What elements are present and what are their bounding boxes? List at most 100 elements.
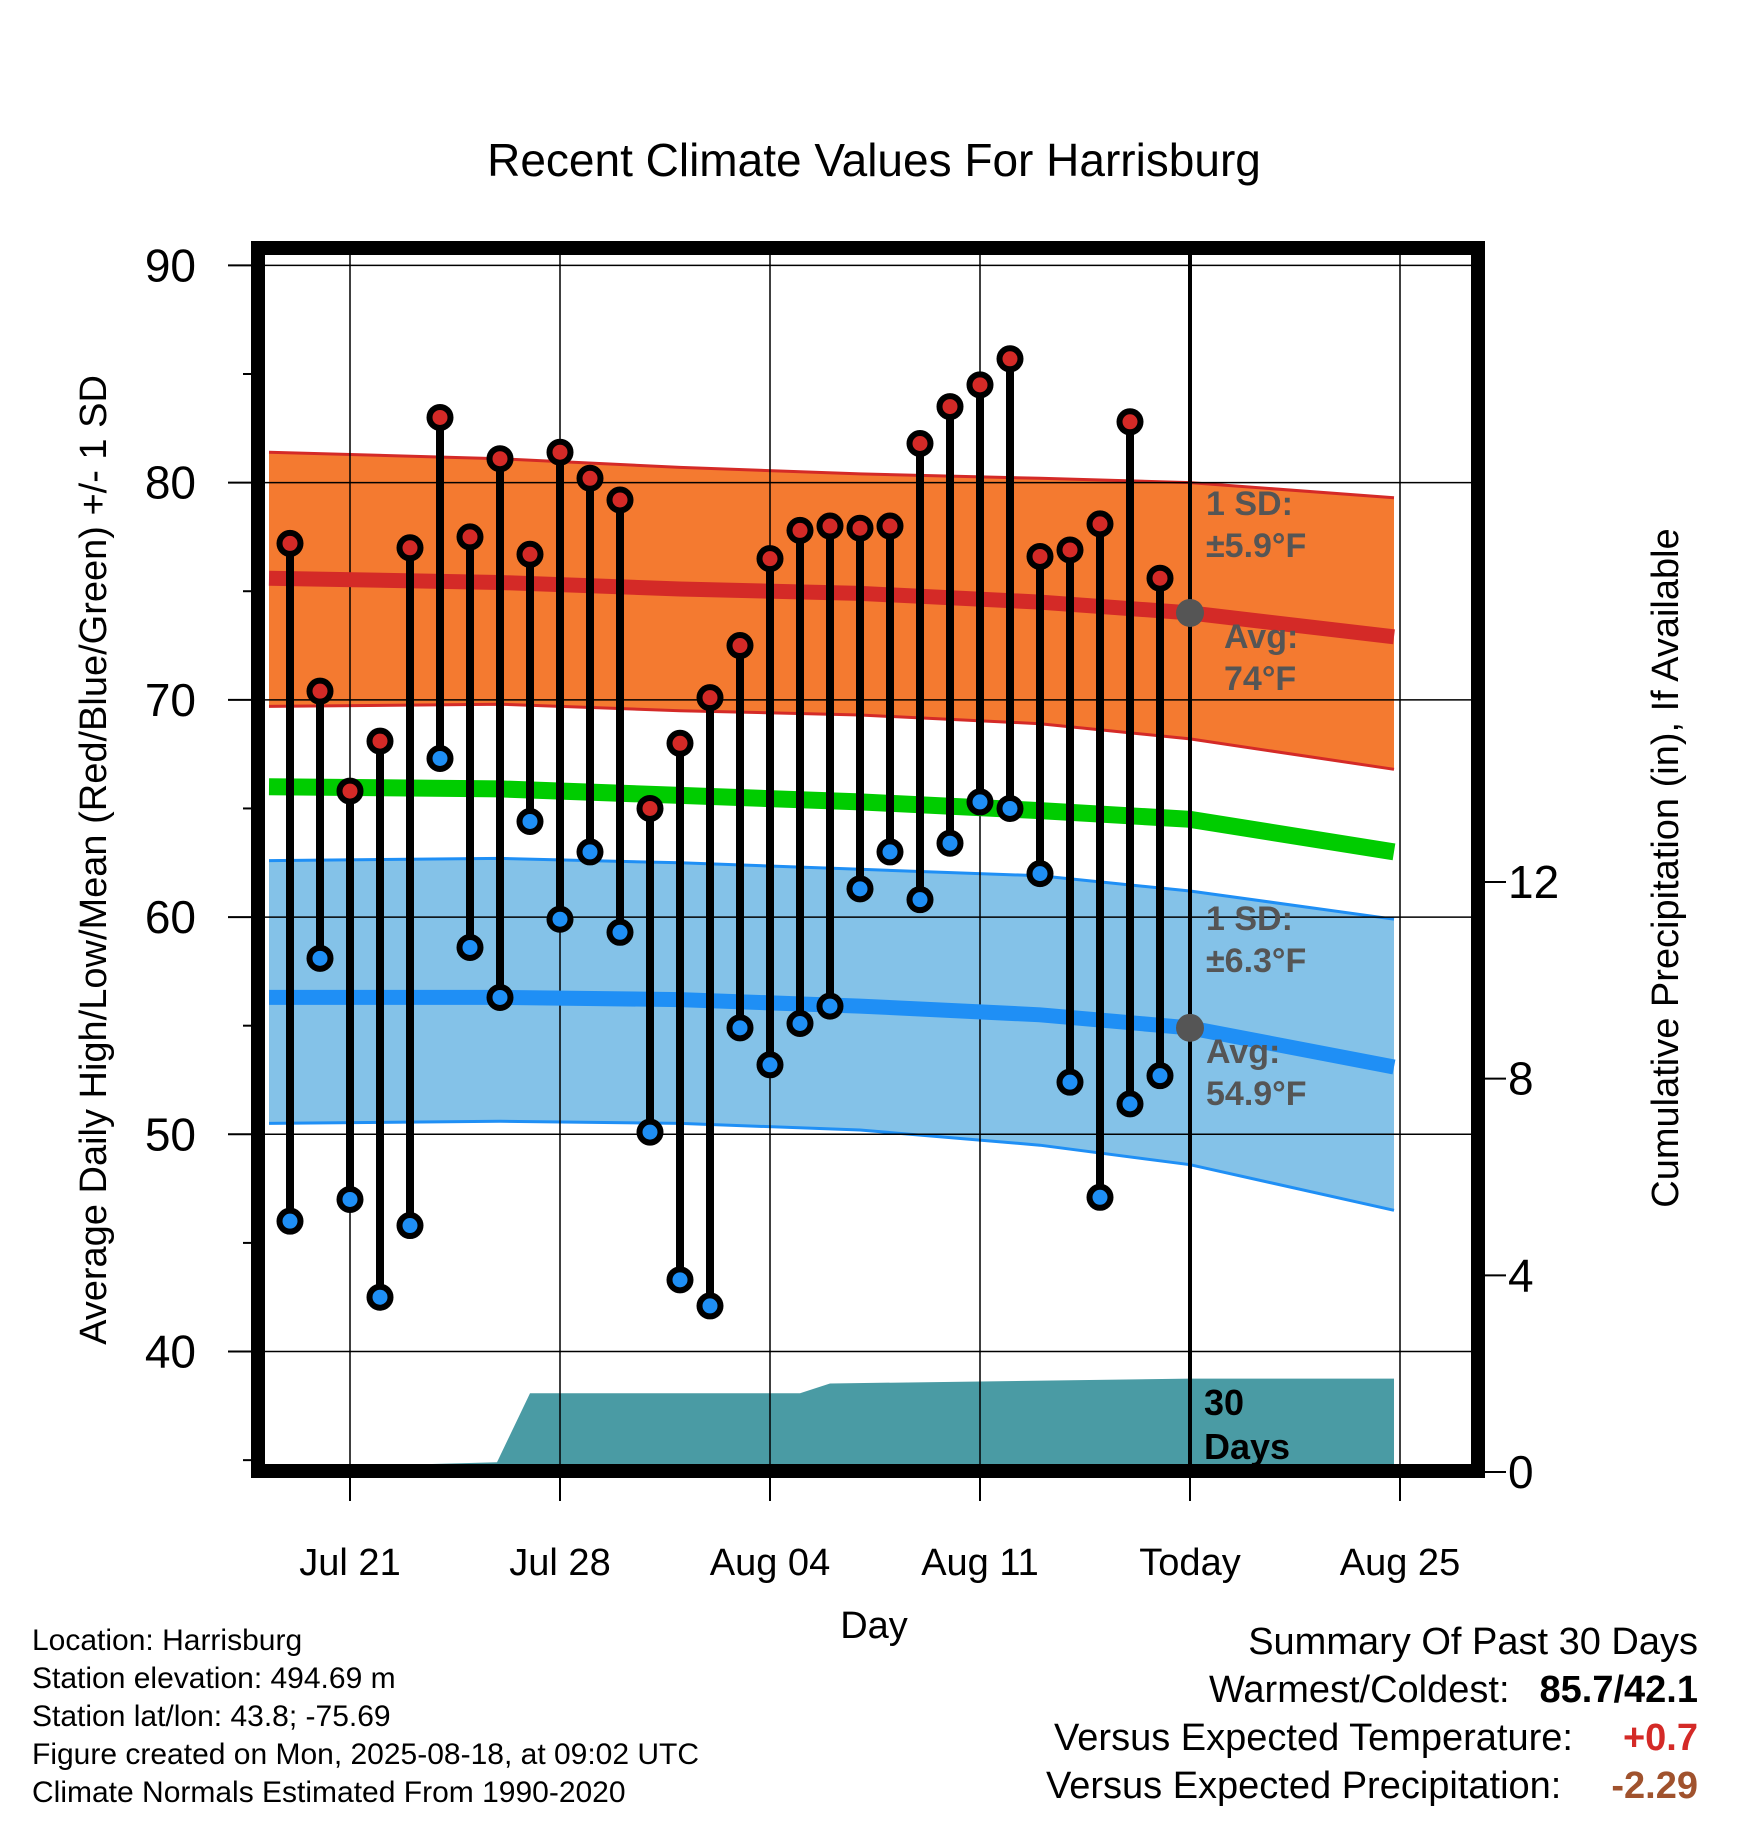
- elevation-text: Station elevation: 494.69 m: [32, 1662, 396, 1695]
- precip-label: Versus Expected Precipitation:: [1045, 1765, 1562, 1807]
- y2-axis-label: Cumulative Precipitation (in), If Availa…: [1645, 528, 1687, 1207]
- daily-high-point: [426, 403, 454, 431]
- chart-title: Recent Climate Values For Harrisburg: [487, 134, 1261, 186]
- today-high-normal-marker: [1176, 598, 1204, 627]
- daily-low-point: [1086, 1183, 1114, 1211]
- annotation-value: 74°F: [1224, 660, 1296, 698]
- daily-high-point: [966, 371, 994, 399]
- x-tick-label: Today: [1139, 1542, 1240, 1584]
- daily-high-point: [606, 486, 634, 514]
- daily-high-point: [336, 777, 364, 805]
- daily-high-point: [456, 523, 484, 551]
- daily-low-point: [366, 1283, 394, 1311]
- annotation-value: 54.9°F: [1206, 1075, 1307, 1113]
- daily-high-point: [756, 545, 784, 573]
- y2-tick-label: 8: [1508, 1053, 1534, 1105]
- daily-high-point: [876, 512, 904, 540]
- daily-low-point: [516, 807, 544, 835]
- daily-low-point: [606, 918, 634, 946]
- daily-high-point: [366, 727, 394, 755]
- y-tick-label: 90: [145, 239, 196, 291]
- summary-precip: Versus Expected Precipitation: -2.29: [1046, 1762, 1698, 1810]
- temp-value: +0.7: [1622, 1717, 1698, 1759]
- y2-tick-label: 0: [1508, 1446, 1534, 1498]
- summary-panel: Summary Of Past 30 Days Warmest/Coldest:…: [1046, 1618, 1698, 1810]
- daily-low-point: [996, 794, 1024, 822]
- daily-high-point: [276, 529, 304, 557]
- y-tick-label: 50: [145, 1108, 196, 1160]
- latlon-text: Station lat/lon: 43.8; -75.69: [32, 1700, 391, 1733]
- annotation-value: ±5.9°F: [1206, 527, 1306, 565]
- daily-high-point: [1026, 542, 1054, 570]
- warm-cold-label: Warmest/Coldest:: [1208, 1669, 1510, 1711]
- daily-low-point: [786, 1010, 814, 1038]
- daily-high-point: [696, 684, 724, 712]
- daily-high-point: [396, 534, 424, 562]
- y2-tick-label: 4: [1508, 1249, 1534, 1301]
- summary-warm-cold: Warmest/Coldest: 85.7/42.1: [1046, 1666, 1698, 1714]
- daily-low-point: [876, 838, 904, 866]
- daily-low-point: [396, 1212, 424, 1240]
- precip-value: -2.29: [1611, 1765, 1698, 1807]
- daily-high-point: [906, 430, 934, 458]
- summary-title: Summary Of Past 30 Days: [1248, 1621, 1698, 1663]
- daily-high-point: [666, 729, 694, 757]
- daily-low-point: [546, 905, 574, 933]
- daily-high-point: [1146, 564, 1174, 592]
- daily-high-point: [486, 445, 514, 473]
- created-text: Figure created on Mon, 2025-08-18, at 09…: [32, 1738, 700, 1771]
- daily-low-point: [696, 1292, 724, 1320]
- x-axis-label: Day: [840, 1605, 908, 1647]
- daily-low-point: [666, 1266, 694, 1294]
- x-tick-label: Jul 28: [509, 1542, 610, 1584]
- precip-area: [279, 1378, 1394, 1471]
- y-tick-label: 60: [145, 891, 196, 943]
- y-tick-label: 40: [145, 1326, 196, 1378]
- daily-high-point: [936, 393, 964, 421]
- daily-low-point: [576, 838, 604, 866]
- daily-high-point: [576, 464, 604, 492]
- daily-low-point: [1056, 1068, 1084, 1096]
- daily-high-point: [636, 794, 664, 822]
- annotation-label: Avg:: [1206, 1033, 1280, 1071]
- annotation-label: 1 SD:: [1206, 485, 1293, 523]
- summary-temp: Versus Expected Temperature: +0.7: [1046, 1714, 1698, 1762]
- daily-high-point: [546, 438, 574, 466]
- y-tick-label: 70: [145, 674, 196, 726]
- daily-high-point: [996, 345, 1024, 373]
- low-sd-band: [269, 858, 1394, 1211]
- daily-low-point: [306, 944, 334, 972]
- daily-low-point: [1026, 860, 1054, 888]
- y2-tick-label: 12: [1508, 856, 1559, 908]
- daily-high-point: [1056, 536, 1084, 564]
- daily-low-point: [906, 886, 934, 914]
- daily-low-point: [726, 1014, 754, 1042]
- daily-low-point: [936, 829, 964, 857]
- daily-low-point: [966, 788, 994, 816]
- y-axis-label: Average Daily High/Low/Mean (Red/Blue/Gr…: [73, 375, 115, 1345]
- x-tick-label: Aug 04: [710, 1542, 830, 1584]
- daily-high-point: [1086, 510, 1114, 538]
- annotation-value: ±6.3°F: [1206, 942, 1306, 980]
- daily-high-point: [516, 540, 544, 568]
- daily-low-point: [846, 875, 874, 903]
- daily-low-point: [816, 992, 844, 1020]
- x-tick-label: Jul 21: [299, 1542, 400, 1584]
- y-tick-label: 80: [145, 457, 196, 509]
- daily-low-point: [486, 983, 514, 1011]
- daily-high-point: [816, 512, 844, 540]
- daily-high-point: [786, 516, 814, 544]
- temp-label: Versus Expected Temperature:: [1054, 1717, 1573, 1759]
- normals-text: Climate Normals Estimated From 1990-2020: [32, 1776, 626, 1809]
- x-tick-label: Aug 25: [1340, 1542, 1460, 1584]
- annotation-label: Avg:: [1224, 618, 1298, 656]
- x-tick-label: Aug 11: [921, 1542, 1039, 1584]
- station-info: Location: Harrisburg Station elevation: …: [32, 1622, 699, 1812]
- daily-low-point: [1146, 1062, 1174, 1090]
- daily-low-point: [336, 1185, 364, 1213]
- today-low-normal-marker: [1176, 1013, 1204, 1042]
- daily-low-point: [456, 933, 484, 961]
- daily-low-point: [426, 744, 454, 772]
- daily-high-point: [1116, 408, 1144, 436]
